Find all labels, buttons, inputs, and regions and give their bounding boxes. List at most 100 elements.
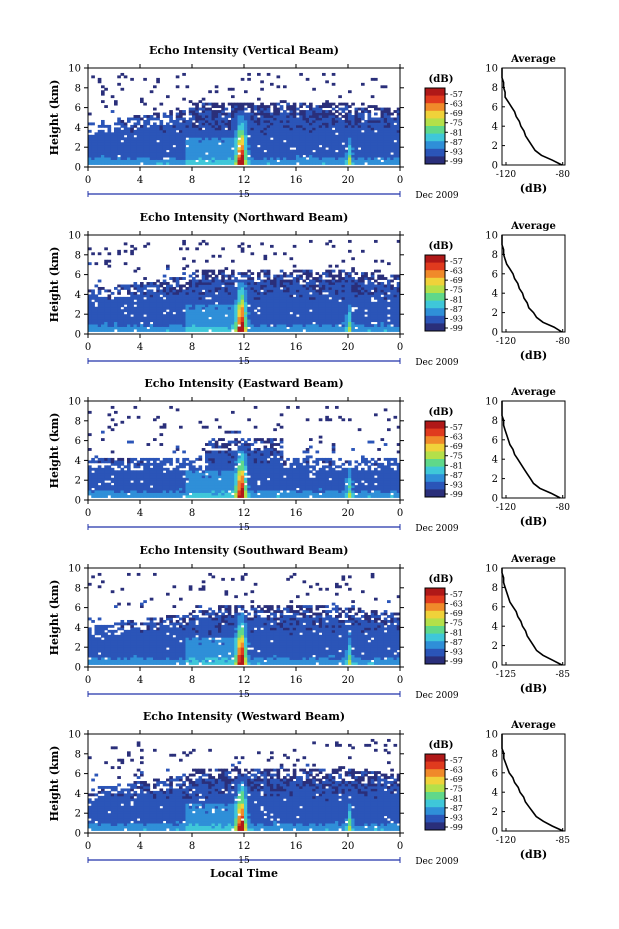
heatmap-cell xyxy=(214,279,219,283)
heatmap-cell xyxy=(383,132,388,136)
heatmap-cell xyxy=(331,291,336,295)
heatmap-cell xyxy=(201,316,206,320)
heatmap-cell xyxy=(283,119,287,123)
heatmap-cell xyxy=(364,124,368,128)
heatmap-cell xyxy=(299,329,303,332)
heatmap-cell xyxy=(344,132,349,136)
heatmap-cell xyxy=(130,147,134,151)
heatmap-cell xyxy=(260,324,264,327)
heatmap-cell xyxy=(198,132,203,136)
heatmap-cell xyxy=(172,152,177,156)
heatmap-cell xyxy=(97,309,102,313)
heatmap-cell xyxy=(201,284,206,288)
y-axis-label: Height (km) xyxy=(48,413,61,489)
heatmap-cell xyxy=(227,102,232,106)
heatmap-cell xyxy=(351,257,355,261)
heatmap-cell xyxy=(253,329,258,332)
heatmap-cell xyxy=(136,289,141,293)
heatmap-cell xyxy=(374,314,378,318)
heatmap-cell xyxy=(240,159,245,163)
heatmap-cell xyxy=(273,124,277,128)
heatmap-cell xyxy=(286,129,290,133)
heatmap-cell xyxy=(244,127,248,131)
heatmap-cell xyxy=(159,490,164,493)
heatmap-cell xyxy=(211,445,216,449)
heatmap-cell xyxy=(351,152,355,156)
heatmap-cell xyxy=(208,324,212,327)
heatmap-cell xyxy=(136,142,141,146)
heatmap-cell xyxy=(377,274,381,278)
heatmap-cell xyxy=(110,139,115,143)
heatmap-cell xyxy=(205,149,209,153)
heatmap-cell xyxy=(299,321,303,325)
colorbar-swatch xyxy=(425,141,445,145)
heatmap-cell xyxy=(322,319,326,323)
heatmap-cell xyxy=(130,311,134,315)
heatmap-cell xyxy=(218,455,222,459)
heatmap-cell xyxy=(266,277,271,280)
heatmap-cell xyxy=(286,122,290,126)
heatmap-cell xyxy=(195,149,199,153)
heatmap-cell xyxy=(175,309,180,313)
heatmap-cell xyxy=(179,152,183,156)
heatmap-cell xyxy=(292,319,297,323)
heatmap-cell xyxy=(192,259,196,263)
heatmap-cell xyxy=(244,154,248,158)
heatmap-cell xyxy=(305,284,310,288)
heatmap-cell xyxy=(172,475,177,479)
heatmap-cell xyxy=(289,324,294,327)
heatmap-cell xyxy=(104,324,108,327)
heatmap-cell xyxy=(335,301,339,305)
heatmap-cell xyxy=(273,279,277,283)
heatmap-cell xyxy=(266,321,271,325)
heatmap-cell xyxy=(169,405,173,409)
heatmap-cell xyxy=(348,311,352,315)
heatmap-cell xyxy=(172,137,177,141)
heatmap-cell xyxy=(289,309,294,313)
heatmap-cell xyxy=(374,284,378,288)
heatmap-cell xyxy=(240,299,245,303)
heatmap-cell xyxy=(370,122,375,126)
heatmap-cell xyxy=(354,110,359,113)
heatmap-cell xyxy=(110,470,115,474)
heatmap-cell xyxy=(97,296,102,300)
heatmap-cell xyxy=(97,304,102,308)
heatmap-cell xyxy=(149,296,154,300)
heatmap-cell xyxy=(341,107,346,111)
heatmap-cell xyxy=(169,470,173,474)
heatmap-cell xyxy=(266,301,271,305)
heatmap-cell xyxy=(390,319,394,323)
heatmap-cell xyxy=(234,107,238,111)
heatmap-cell xyxy=(357,142,362,146)
average-x-label: (dB) xyxy=(520,349,547,362)
heatmap-cell xyxy=(299,149,303,153)
heatmap-cell xyxy=(244,119,248,123)
heatmap-cell xyxy=(208,134,212,138)
heatmap-cell xyxy=(279,321,284,325)
heatmap-cell xyxy=(185,304,190,308)
heatmap-cell xyxy=(169,487,173,491)
heatmap-cell xyxy=(146,157,151,160)
heatmap-cell xyxy=(289,304,294,308)
heatmap-cell xyxy=(351,299,355,303)
heatmap-cell xyxy=(250,102,255,106)
heatmap-cell xyxy=(205,311,209,315)
heatmap-cell xyxy=(169,112,173,116)
heatmap-cell xyxy=(331,296,336,300)
heatmap-cell xyxy=(107,296,112,300)
colorbar-swatch xyxy=(425,280,445,284)
heatmap-cell xyxy=(188,286,193,290)
heatmap-cell xyxy=(192,299,196,303)
heatmap-cell xyxy=(296,279,300,283)
heatmap-cell xyxy=(357,127,362,131)
heatmap-cell xyxy=(185,309,190,313)
heatmap-cell xyxy=(224,134,229,138)
heatmap-cell xyxy=(136,299,141,303)
heatmap-cell xyxy=(198,107,203,111)
heatmap-cell xyxy=(208,284,212,288)
heatmap-cell xyxy=(133,162,138,165)
heatmap-cell xyxy=(237,272,242,276)
heatmap-cell xyxy=(250,294,255,298)
heatmap-cell xyxy=(208,291,212,295)
heatmap-cell xyxy=(159,470,164,474)
